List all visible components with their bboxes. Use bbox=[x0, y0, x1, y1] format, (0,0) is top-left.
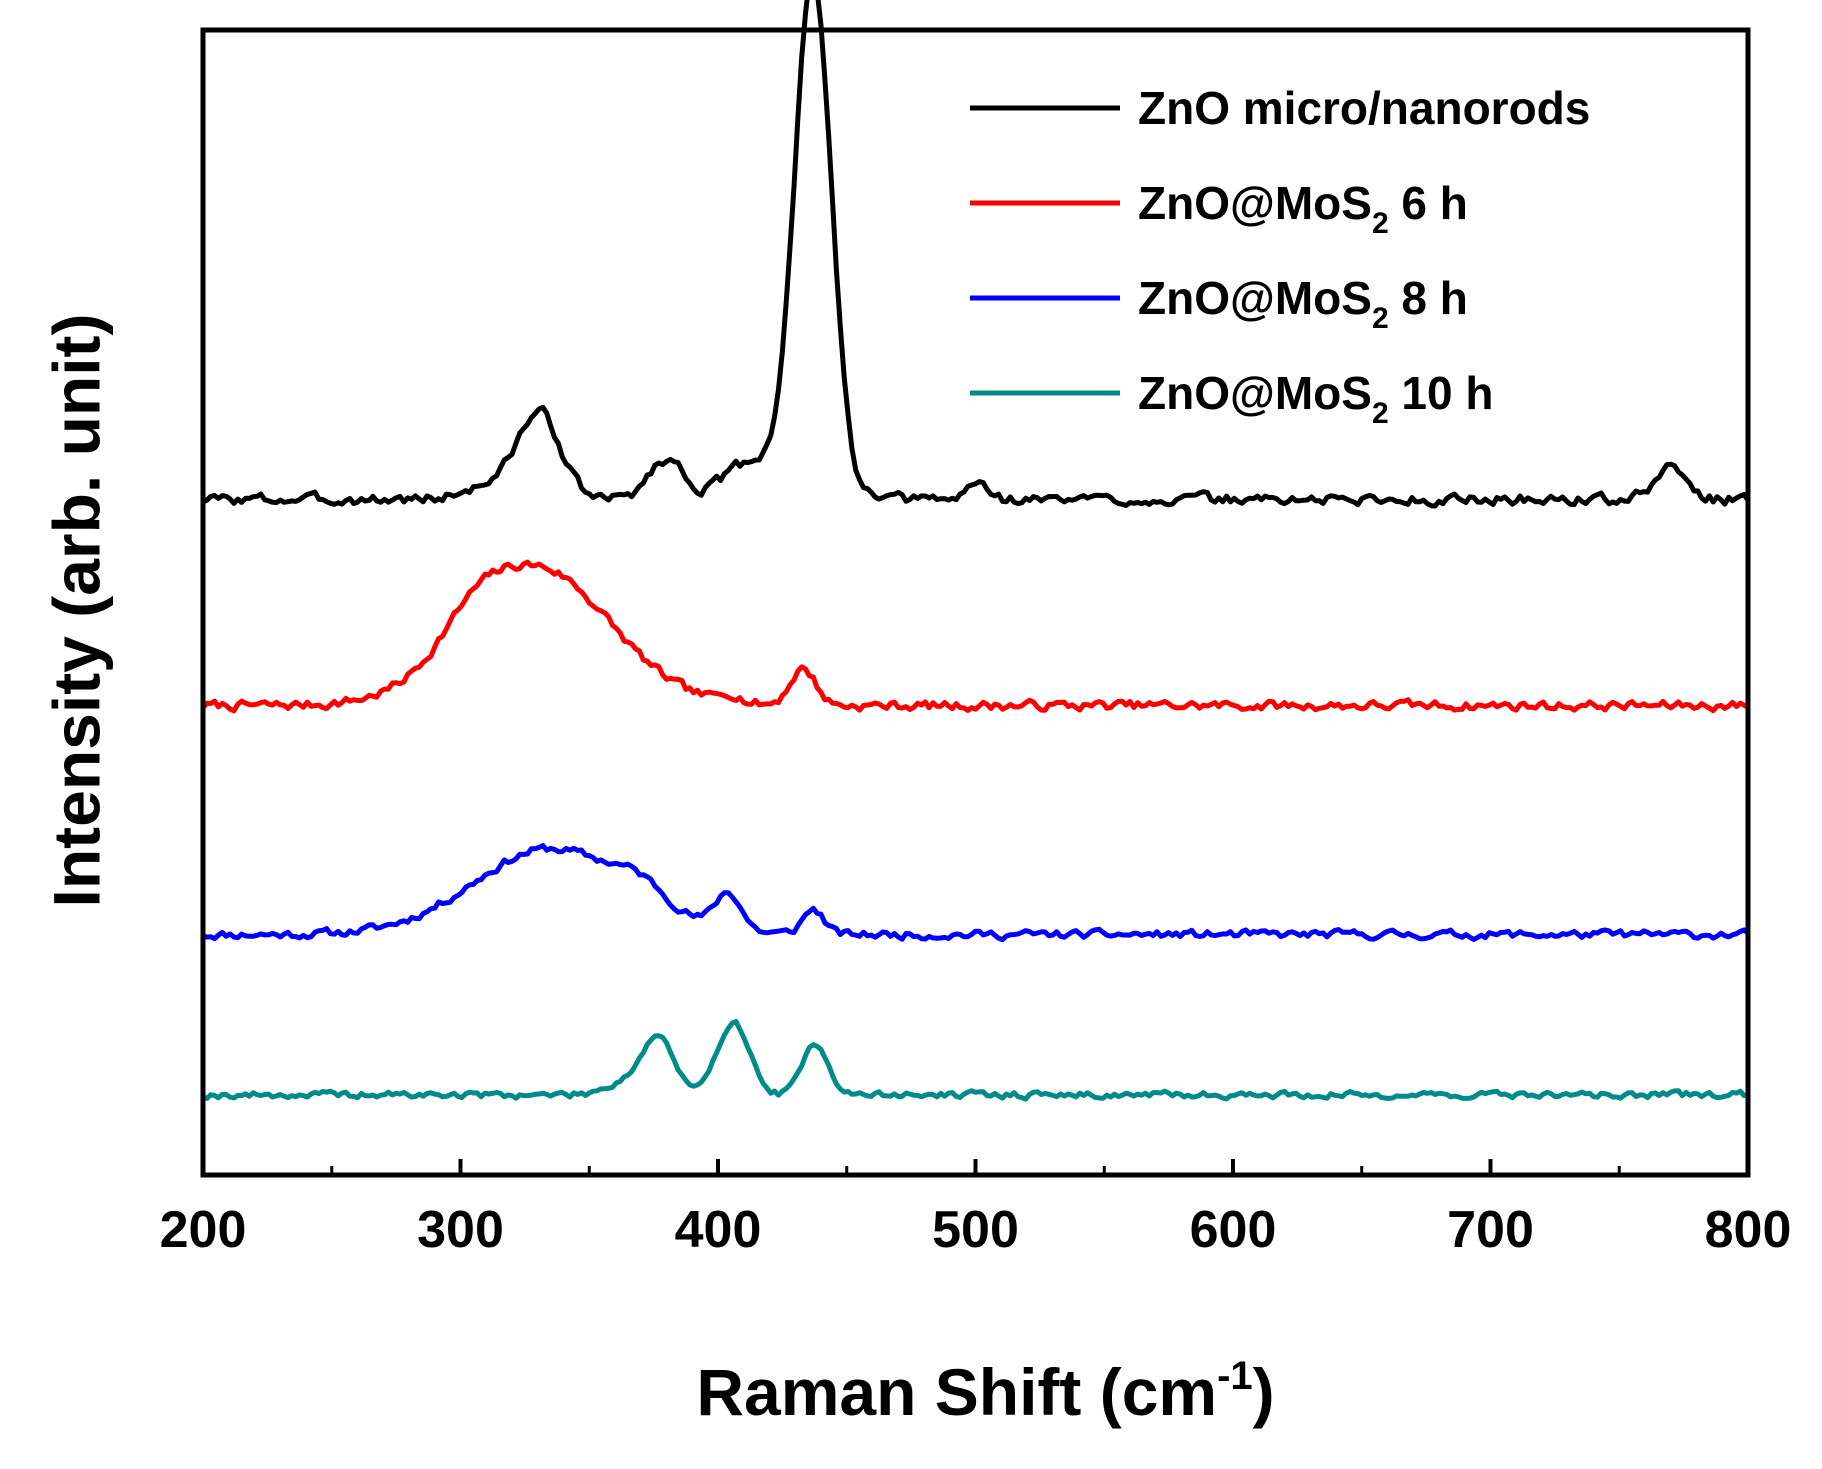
series-group bbox=[200, 0, 1751, 1102]
x-tick-label: 400 bbox=[675, 1201, 762, 1259]
series-line-2 bbox=[200, 559, 1751, 714]
x-tick-label: 300 bbox=[417, 1201, 504, 1259]
series-line-1 bbox=[200, 0, 1751, 509]
legend-label-4: ZnO@MoS2 10 h bbox=[1138, 367, 1493, 430]
series-line-3 bbox=[200, 843, 1751, 943]
x-tick-label: 200 bbox=[160, 1201, 247, 1259]
x-tick-label: 800 bbox=[1705, 1201, 1792, 1259]
x-tick-label: 500 bbox=[932, 1201, 1019, 1259]
x-tick-label: 700 bbox=[1447, 1201, 1534, 1259]
x-tick-label: 600 bbox=[1190, 1201, 1277, 1259]
series-line-4 bbox=[200, 1019, 1751, 1102]
legend-label-3: ZnO@MoS2 8 h bbox=[1138, 272, 1468, 335]
x-axis-title: Raman Shift (cm-1) bbox=[696, 1354, 1274, 1429]
legend-label-2: ZnO@MoS2 6 h bbox=[1138, 177, 1468, 240]
legend: ZnO micro/nanorods ZnO@MoS2 6 h ZnO@MoS2 8… bbox=[970, 82, 1590, 430]
x-axis-title-superscript: -1 bbox=[1217, 1354, 1253, 1398]
x-ticks: 200 300 400 500 600 700 800 bbox=[160, 1159, 1792, 1259]
legend-label-1: ZnO micro/nanorods bbox=[1138, 82, 1590, 134]
y-axis-title: Intensity (arb. unit) bbox=[39, 314, 113, 908]
